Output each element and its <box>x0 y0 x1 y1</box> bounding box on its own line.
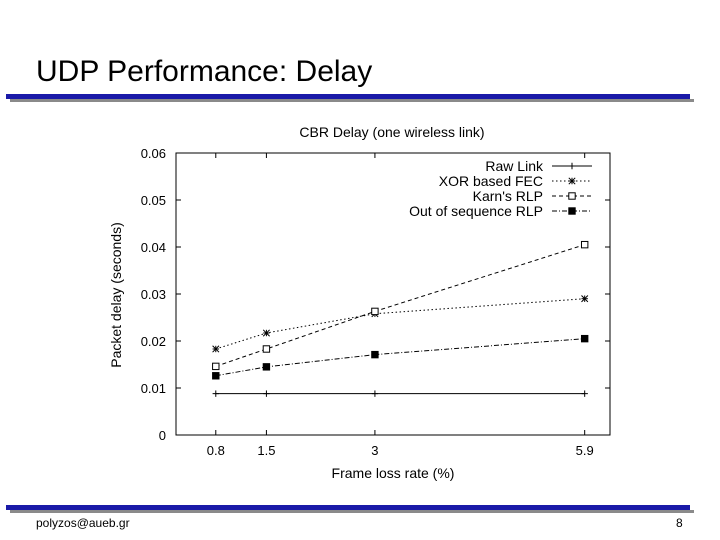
data-point-1-0 <box>212 345 220 353</box>
series-line-3 <box>215 338 585 377</box>
y-tick-label: 0.05 <box>141 193 166 208</box>
y-tick-label: 0 <box>159 428 166 443</box>
legend-marker-3-sq <box>568 207 576 215</box>
series-line-1 <box>215 298 585 350</box>
legend-label: Karn's RLP <box>473 188 543 204</box>
data-point-0-3 <box>581 390 588 397</box>
legend-marker-1-d <box>568 177 576 185</box>
data-point-1-3 <box>581 295 589 303</box>
title-rule-shadow <box>10 99 694 102</box>
data-point-3-0 <box>212 372 220 380</box>
data-point-2-1-sq <box>262 345 271 353</box>
plot-frame <box>175 152 611 436</box>
y-axis-label: Packet delay (seconds) <box>108 222 124 368</box>
data-point-1-1 <box>262 329 270 337</box>
data-point-0-2 <box>371 390 379 397</box>
data-point-0-1 <box>263 390 270 397</box>
legend-label: XOR based FEC <box>439 173 543 189</box>
legend-marker-2 <box>568 192 576 200</box>
data-point-2-2 <box>371 307 379 316</box>
data-point-3-2 <box>371 350 379 359</box>
footer-rule <box>6 505 690 510</box>
page-number: 8 <box>676 516 683 530</box>
x-tick-label: 5.9 <box>576 443 594 458</box>
footer-email: polyzos@aueb.gr <box>36 516 130 530</box>
legend-marker-2-sq <box>568 192 576 200</box>
data-point-1-0-d <box>212 345 220 353</box>
x-axis-label: Frame loss rate (%) <box>332 465 455 481</box>
data-point-3-1-sq <box>262 363 271 371</box>
x-tick-label: 1.5 <box>257 443 275 458</box>
y-tick-label: 0.02 <box>141 334 166 349</box>
data-point-1-3-d <box>581 295 589 303</box>
y-tick-label: 0.03 <box>141 287 166 302</box>
data-point-2-3-sq <box>580 240 589 249</box>
data-point-2-1 <box>262 345 271 353</box>
legend-marker-0 <box>568 162 576 170</box>
data-point-3-3-sq <box>580 334 589 343</box>
series-line-2 <box>215 244 585 367</box>
legend-marker-3 <box>568 207 576 215</box>
legend-label: Out of sequence RLP <box>409 203 543 219</box>
x-tick-label: 0.8 <box>207 443 225 458</box>
data-point-2-3 <box>580 240 589 249</box>
y-tick-label: 0.06 <box>141 146 166 161</box>
data-point-3-2-sq <box>371 350 379 359</box>
data-point-3-0-sq <box>212 372 220 380</box>
footer-rule-shadow <box>10 510 694 513</box>
data-point-2-0 <box>212 362 220 371</box>
data-point-3-1 <box>262 363 271 371</box>
y-tick-label: 0.04 <box>141 240 166 255</box>
data-point-0-0 <box>212 390 219 397</box>
legend-label: Raw Link <box>485 158 544 174</box>
chart-title: CBR Delay (one wireless link) <box>299 124 484 140</box>
y-tick-label: 0.01 <box>141 381 166 396</box>
title-rule <box>6 94 690 99</box>
data-point-1-1-d <box>262 329 270 337</box>
slide-title: UDP Performance: Delay <box>36 55 373 88</box>
x-tick-label: 3 <box>371 443 378 458</box>
data-point-2-2-sq <box>371 307 379 316</box>
data-point-2-0-sq <box>212 362 220 371</box>
legend-marker-1 <box>568 177 576 185</box>
data-point-3-3 <box>580 334 589 343</box>
